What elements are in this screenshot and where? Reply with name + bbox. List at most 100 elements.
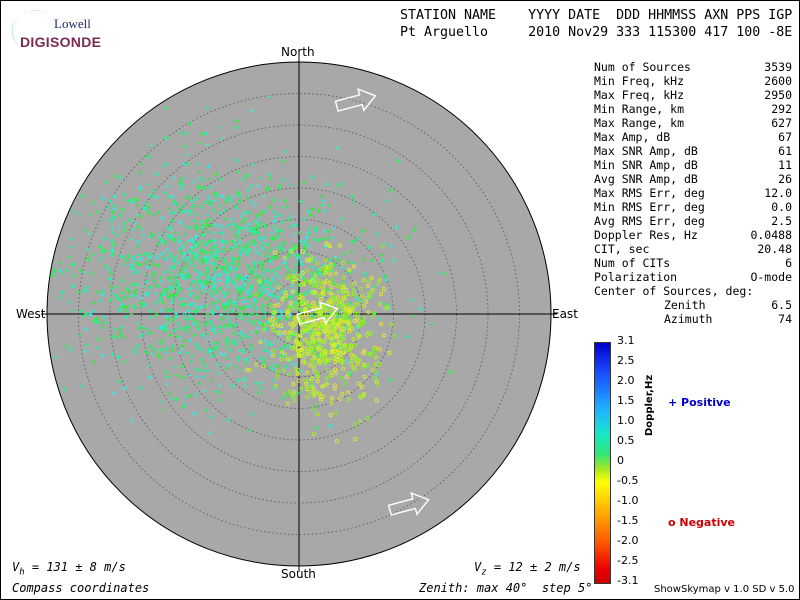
- positive-source-marker: [189, 354, 194, 359]
- positive-source-marker: [167, 309, 172, 314]
- positive-source-marker: [200, 257, 205, 262]
- negative-source-marker: [372, 349, 378, 354]
- positive-source-marker: [271, 199, 276, 204]
- negative-source-marker: [352, 291, 357, 296]
- compass-coordinates-note: Compass coordinates: [12, 581, 150, 595]
- negative-source-marker: [321, 273, 326, 278]
- positive-source-marker: [216, 362, 221, 367]
- positive-source-marker: [199, 357, 204, 362]
- positive-source-marker: [231, 279, 236, 284]
- negative-source-marker: [337, 332, 342, 337]
- positive-source-marker: [217, 203, 222, 208]
- positive-source-marker: [229, 217, 234, 222]
- positive-source-marker: [282, 241, 287, 246]
- negative-source-marker: [334, 301, 339, 306]
- stat-label: Avg RMS Err, deg: [594, 214, 705, 228]
- positive-source-marker: [250, 412, 255, 417]
- positive-source-marker: [211, 276, 216, 281]
- positive-source-marker: [184, 350, 189, 355]
- negative-source-marker: [329, 308, 334, 313]
- positive-source-marker: [146, 265, 151, 270]
- positive-source-marker: [243, 384, 248, 389]
- positive-source-marker: [137, 269, 142, 274]
- positive-source-marker: [323, 229, 328, 234]
- positive-source-marker: [247, 209, 252, 214]
- stat-row: Polarization O-mode: [594, 270, 792, 284]
- negative-source-marker: [326, 368, 331, 373]
- positive-source-marker: [214, 289, 219, 294]
- negative-source-marker: [313, 272, 318, 278]
- positive-source-marker: [135, 320, 140, 325]
- negative-source-marker: [313, 290, 318, 295]
- negative-source-marker: [348, 292, 354, 297]
- negative-source-marker: [353, 343, 358, 348]
- negative-source-marker: [320, 325, 326, 331]
- negative-source-marker: [329, 350, 334, 355]
- positive-source-marker: [161, 255, 166, 260]
- positive-source-marker: [210, 341, 215, 346]
- positive-source-marker: [303, 292, 308, 297]
- positive-source-marker: [206, 275, 211, 280]
- positive-source-marker: [267, 94, 272, 99]
- positive-source-marker: [149, 274, 154, 279]
- positive-source-marker: [279, 316, 284, 321]
- positive-source-marker: [196, 241, 201, 246]
- positive-source-marker: [138, 185, 143, 190]
- negative-source-marker: [353, 437, 358, 442]
- positive-source-marker: [108, 198, 113, 203]
- positive-source-marker: [307, 232, 312, 237]
- positive-source-marker: [224, 281, 229, 286]
- positive-source-marker: [261, 303, 266, 308]
- negative-source-marker: [346, 371, 351, 376]
- positive-source-marker: [167, 265, 172, 270]
- negative-source-marker: [290, 280, 296, 285]
- positive-source-marker: [237, 236, 242, 241]
- positive-source-marker: [339, 266, 344, 271]
- positive-source-marker: [300, 262, 305, 267]
- negative-source-marker: [280, 297, 285, 302]
- positive-source-marker: [192, 321, 197, 326]
- positive-source-marker: [201, 233, 206, 238]
- positive-source-marker: [275, 227, 280, 232]
- stat-value: O-mode: [750, 270, 792, 284]
- positive-source-marker: [285, 271, 290, 276]
- stat-value: 61: [778, 144, 792, 158]
- negative-source-marker: [304, 257, 309, 263]
- positive-source-marker: [261, 316, 266, 321]
- positive-source-marker: [188, 121, 193, 126]
- vz-symbol: V: [474, 560, 482, 574]
- positive-source-marker: [277, 186, 282, 191]
- positive-source-marker: [253, 247, 258, 252]
- positive-source-marker: [156, 210, 161, 215]
- positive-source-marker: [240, 176, 245, 181]
- positive-source-marker: [235, 226, 240, 231]
- stat-label: Max RMS Err, deg: [594, 186, 705, 200]
- positive-source-marker: [166, 317, 171, 322]
- positive-source-marker: [169, 300, 174, 305]
- positive-source-marker: [168, 285, 173, 290]
- negative-source-marker: [326, 290, 331, 295]
- positive-source-marker: [213, 271, 218, 276]
- positive-source-marker: [197, 381, 202, 386]
- positive-source-marker: [261, 234, 266, 239]
- positive-source-marker: [162, 293, 167, 298]
- positive-source-marker: [245, 188, 250, 193]
- positive-source-marker: [165, 269, 170, 274]
- positive-source-marker: [191, 179, 196, 184]
- positive-source-marker: [179, 286, 184, 291]
- negative-source-marker: [326, 243, 331, 248]
- positive-source-marker: [87, 213, 92, 218]
- negative-source-marker: [295, 306, 300, 311]
- positive-source-marker: [360, 228, 365, 233]
- negative-source-marker: [300, 347, 305, 352]
- positive-source-marker: [195, 326, 200, 331]
- positive-source-marker: [299, 368, 304, 373]
- negative-source-marker: [315, 374, 320, 379]
- negative-source-marker: [337, 243, 343, 248]
- negative-source-marker: [344, 311, 349, 316]
- negative-source-marker: [324, 376, 329, 381]
- positive-source-marker: [164, 135, 169, 140]
- positive-source-marker: [110, 216, 115, 221]
- positive-source-marker: [145, 259, 150, 264]
- positive-source-marker: [238, 330, 243, 335]
